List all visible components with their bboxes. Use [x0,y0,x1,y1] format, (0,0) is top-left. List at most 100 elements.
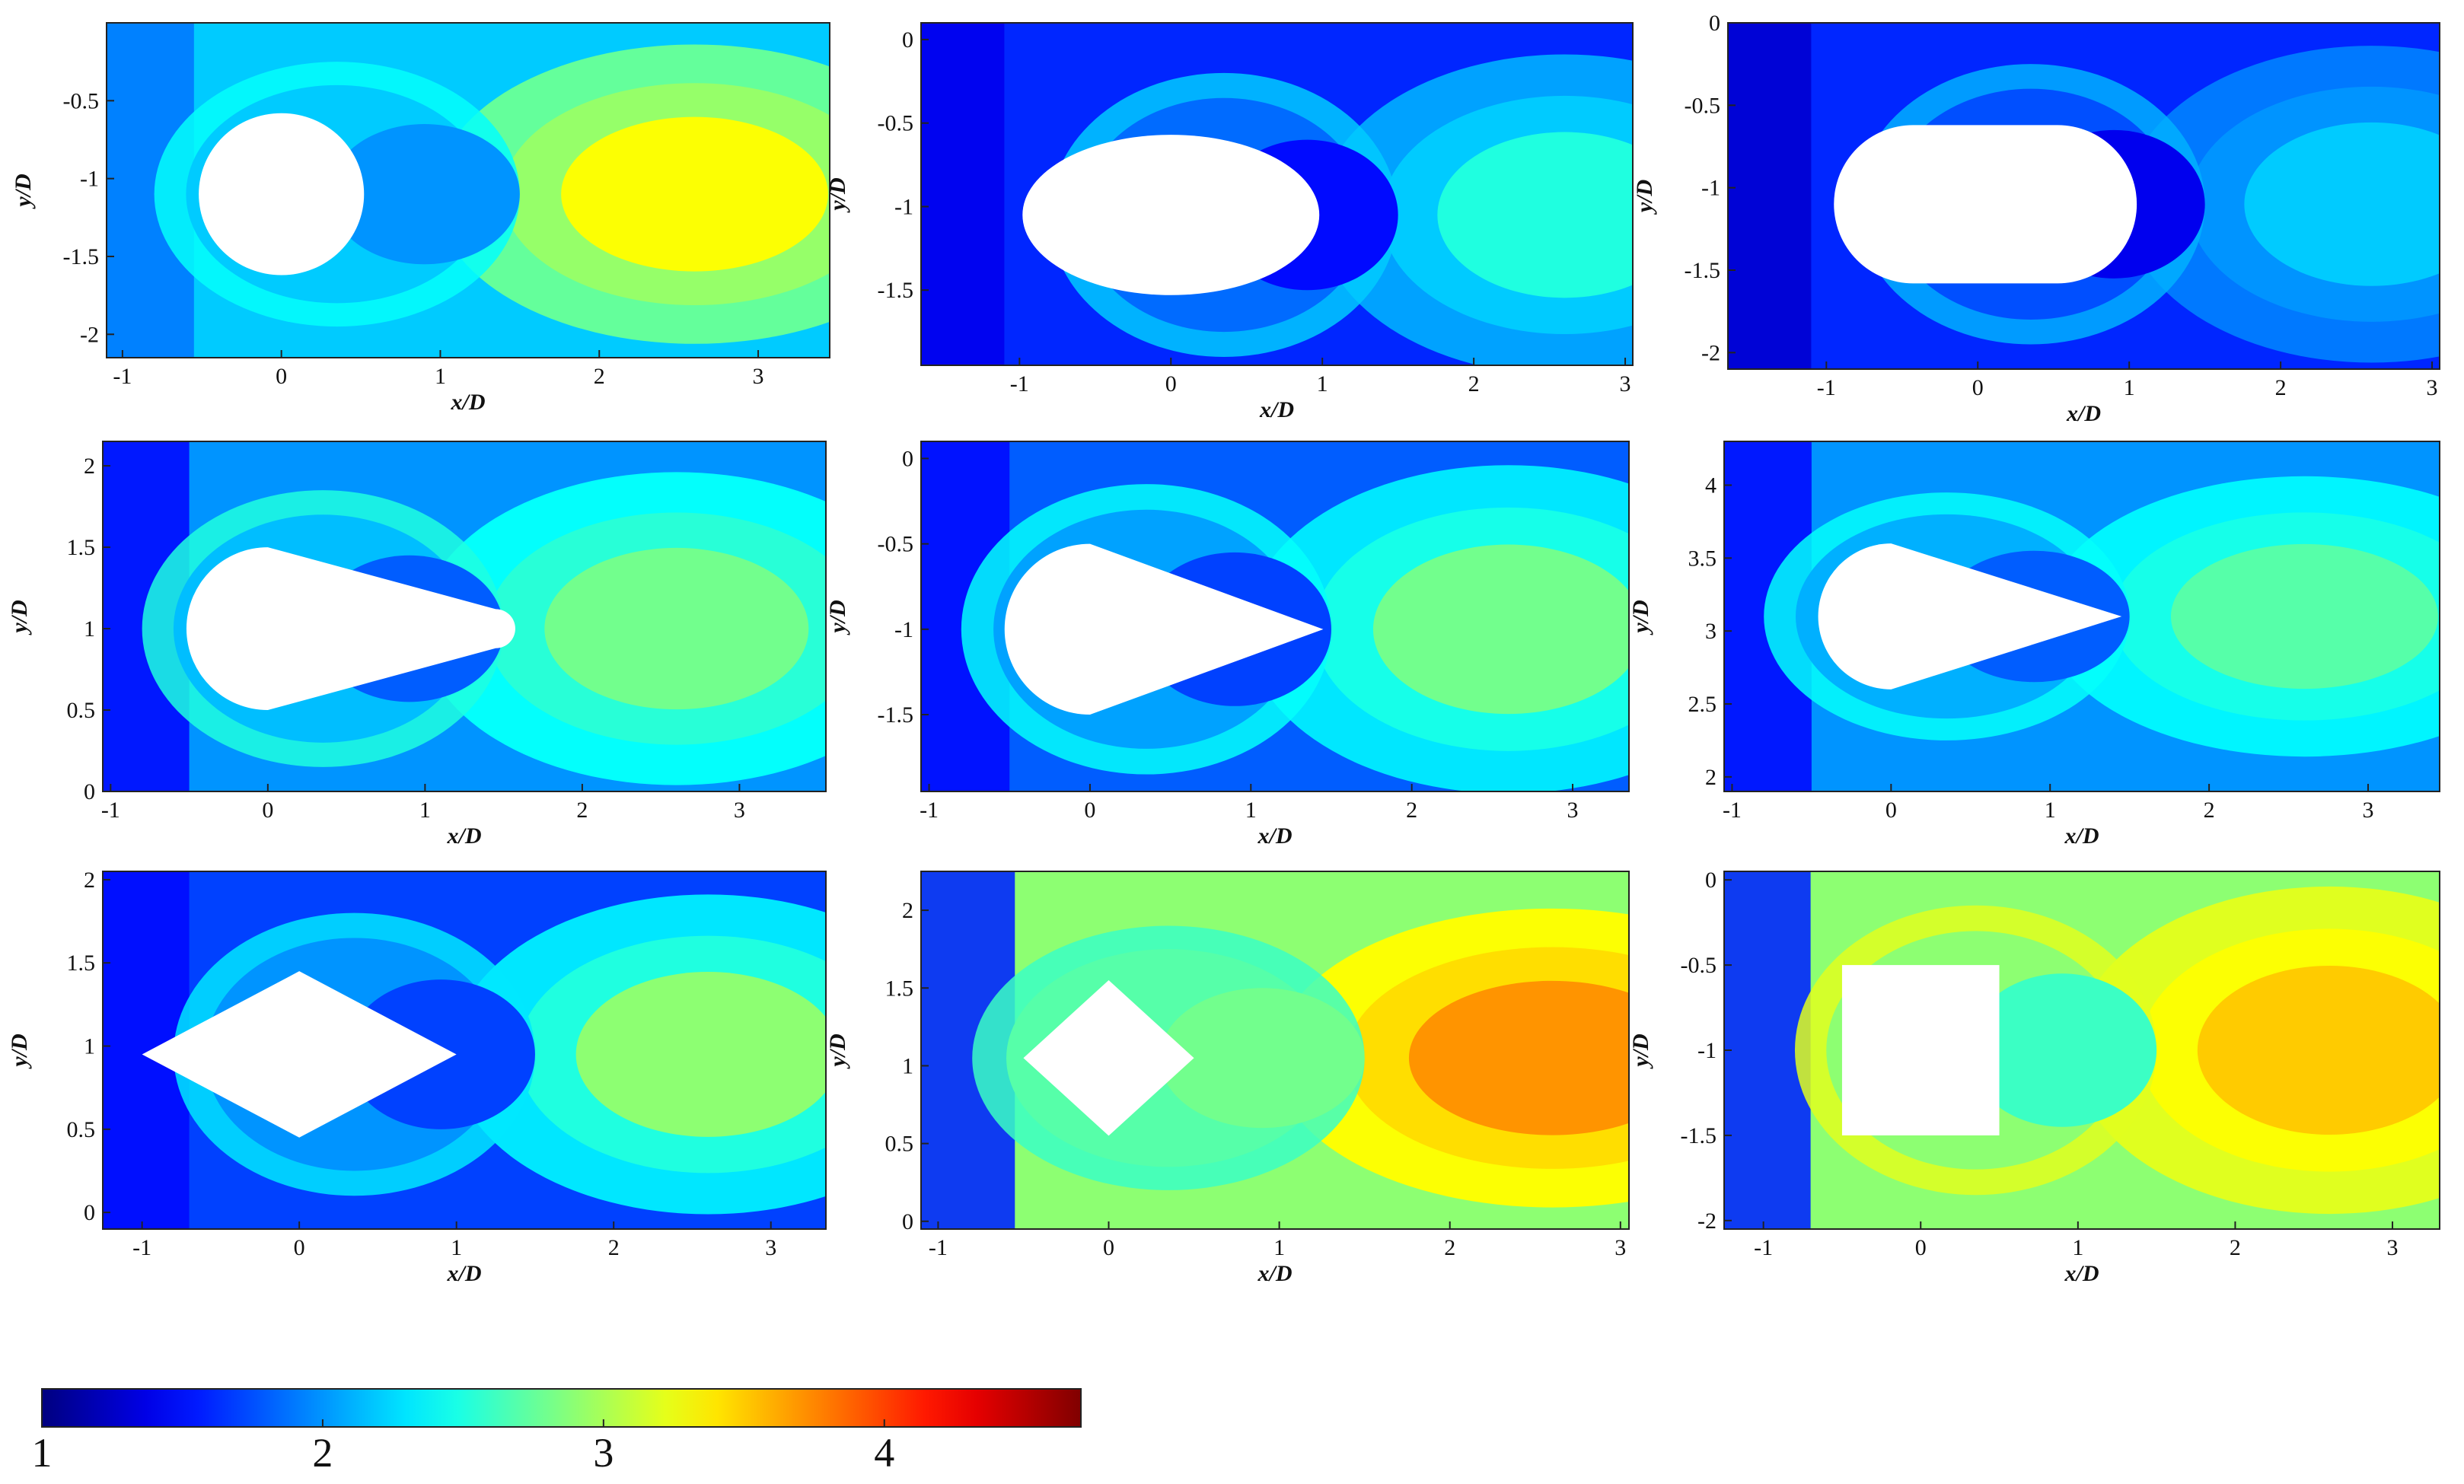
x-tick-label: -1 [113,364,132,389]
y-tick-label: 1.5 [67,535,96,560]
colorbar-gradient [41,1388,1082,1428]
y-axis-label: y/D [825,177,850,212]
y-tick-label: -1 [894,194,913,219]
y-tick-label: 3.5 [1688,546,1717,571]
y-tick-label: -0.5 [878,532,914,557]
x-tick-label: 3 [1567,798,1579,823]
colorbar: 1 2 3 4 [32,1388,1082,1476]
y-tick-label: 2 [84,868,95,893]
y-tick-label: 0 [1709,11,1720,36]
x-tick-label: 0 [1103,1235,1114,1260]
y-tick-label: 4 [1705,473,1717,498]
panel-4: -1 0 1 2 300.511.52x/Dy/D [7,441,827,849]
axes-frame [920,871,1630,1230]
y-tick-label: -0.5 [1685,93,1721,118]
panel-2: -1 0 1 2 3 0 -0.5 -1 -1.5 x/D y/D [825,22,1634,422]
x-tick-label: 3 [1615,1235,1626,1260]
obstacle-teardrop-blunt [186,547,515,711]
y-tick-label: -2 [1701,340,1720,365]
y-axis-label: y/D [825,600,850,635]
y-tick-label: -1.5 [878,702,914,728]
panel-3: -1 0 1 2 3 0 -0.5 -1 -1.5 -2 x/D y/D [1632,11,2440,426]
x-tick-label: -1 [1754,1235,1773,1260]
x-tick-label: 2 [576,798,588,823]
axes-frame [106,22,830,358]
y-tick-label: 2.5 [1688,692,1717,717]
x-tick-label: 0 [294,1235,305,1260]
y-tick-label: 2 [902,898,913,923]
y-axis-label: y/D [1628,600,1653,635]
x-tick-label: -1 [929,1235,948,1260]
wake-deficit [1968,973,2157,1127]
x-axis-label: x/D [451,390,486,415]
x-tick-label: 2 [608,1235,620,1260]
x-tick-label: 1 [1245,798,1257,823]
x-tick-label: 2 [1444,1235,1455,1260]
x-tick-label: 1 [2124,375,2135,400]
y-tick-label: 3 [1705,619,1717,644]
y-tick-label: 0 [84,1200,95,1225]
y-tick-label: -2 [80,322,99,347]
y-tick-label: 0.5 [885,1132,914,1157]
x-axis-label: x/D [2064,823,2099,849]
y-axis-label: y/D [825,1033,850,1068]
wake-band-3 [2197,966,2440,1135]
x-tick-label: -1 [920,798,939,823]
x-tick-label: -1 [132,1235,151,1260]
x-axis-label: x/D [2066,401,2101,426]
x-axis-label: x/D [447,823,482,849]
axes-frame [102,871,827,1230]
wake-band-3 [2170,543,2438,689]
x-tick-label: 3 [2427,375,2438,400]
x-tick-label: 2 [2204,798,2215,823]
y-tick-label: 1 [902,1053,913,1078]
y-tick-label: 0.5 [67,698,96,723]
wake-band-3 [2244,122,2440,286]
x-tick-label: -1 [1723,798,1742,823]
y-tick-label: -0.5 [878,111,914,136]
panel-1: -1 0 1 2 3 -0.5 -1 -1.5 -2 x/D y/D [11,22,830,415]
x-tick-label: 3 [734,798,745,823]
x-tick-label: -1 [1010,371,1029,396]
colorbar-tick-label: 3 [593,1430,614,1476]
y-tick-label: 0 [902,1209,913,1234]
y-tick-label: -1 [80,167,99,192]
x-axis-label: x/D [1259,397,1294,422]
y-tick-label: 0 [902,27,913,53]
x-tick-label: 3 [2387,1235,2399,1260]
y-tick-label: -0.5 [63,88,100,113]
x-tick-label: 2 [2275,375,2287,400]
x-tick-label: 3 [1620,371,1631,396]
y-tick-label: 1 [84,616,95,642]
x-tick-label: 0 [1915,1235,1927,1260]
x-tick-label: 1 [2072,1235,2083,1260]
y-axis-label: y/D [7,600,32,635]
x-tick-label: 3 [2363,798,2374,823]
y-axis-label: y/D [11,174,36,209]
y-tick-label: -1.5 [878,278,914,303]
panel-9: -1 0 1 2 3 0 -0.5 -1 -1.5 -2 x/D y/D [1628,868,2440,1286]
y-tick-label: 2 [1705,765,1717,790]
x-tick-label: 2 [594,364,605,389]
y-tick-label: 0 [1705,868,1717,893]
x-tick-label: 1 [1273,1235,1285,1260]
obstacle-diamond-square [1023,980,1194,1136]
obstacle-teardrop [1004,543,1324,715]
colorbar-tick-label: 4 [874,1430,894,1476]
x-tick-label: -1 [101,798,120,823]
x-tick-label: 0 [262,798,273,823]
wake-deficit [1159,988,1365,1129]
axes-frame [1727,22,2440,370]
obstacle-ellipse [1022,135,1320,295]
y-tick-label: -1 [1701,176,1720,201]
x-tick-label: 2 [1468,371,1480,396]
panel-6: -1 0 1 2 3 2 2.5 3 3.5 4 x/D y/D [1628,441,2440,849]
y-tick-label: 1.5 [885,976,914,1001]
panel-7: -1 0 1 2 3 0 0.5 1 1.5 2 x/D y/D [7,868,827,1286]
axes-frame [1723,441,2440,792]
y-tick-label: 2 [84,454,95,479]
x-tick-label: 1 [1317,371,1328,396]
obstacle-square [1841,965,2000,1135]
axes-frame [102,441,827,792]
x-axis-label: x/D [1258,823,1293,849]
